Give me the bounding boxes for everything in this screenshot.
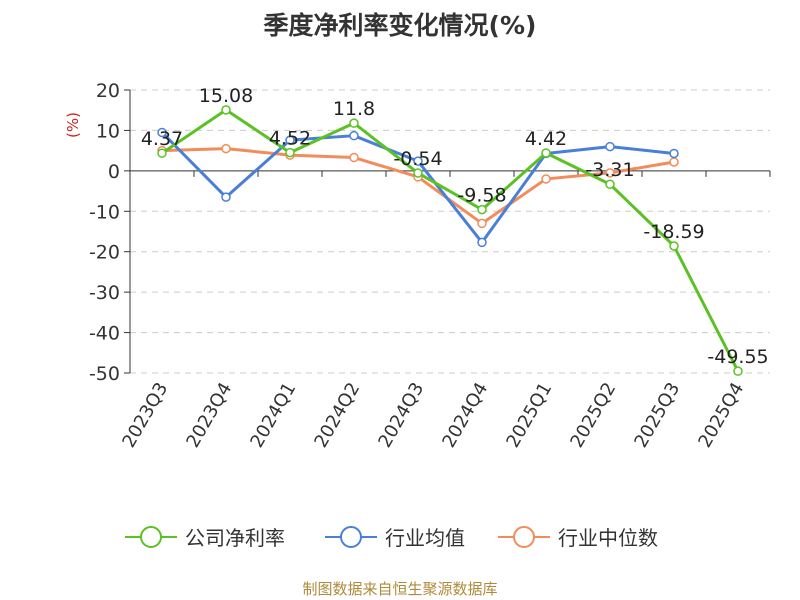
data-point: [733, 366, 743, 376]
data-point: [221, 143, 231, 154]
data-point: [221, 105, 231, 115]
data-point: [669, 157, 679, 167]
data-point: [541, 148, 551, 158]
legend-marker: [140, 526, 162, 548]
y-tick-label: -40: [89, 323, 120, 345]
y-tick-label: -30: [89, 282, 120, 304]
data-point: [477, 237, 487, 248]
y-tick-label: 10: [96, 120, 120, 142]
data-point: [605, 141, 615, 152]
data-label: -49.55: [707, 346, 768, 368]
data-point: [285, 147, 295, 158]
y-tick-label: 20: [96, 80, 120, 102]
data-point: [477, 218, 487, 229]
x-tick-label: 2025Q4: [694, 379, 748, 451]
data-point: [413, 168, 423, 178]
x-tick-label: 2024Q1: [246, 379, 300, 451]
data-label: -0.54: [393, 148, 442, 170]
legend-label: 行业均值: [385, 526, 465, 550]
data-label: 4.42: [525, 128, 567, 150]
data-point: [157, 148, 167, 158]
data-label: 11.8: [333, 98, 375, 120]
x-tick-label: 2024Q3: [374, 379, 428, 451]
legend-label: 行业中位数: [558, 526, 658, 550]
data-point: [157, 127, 167, 138]
data-source-note: 制图数据来自恒生聚源数据库: [302, 580, 498, 598]
data-label: 4.37: [141, 128, 183, 150]
data-label: 15.08: [199, 85, 253, 107]
y-unit-label: (%): [64, 112, 82, 138]
y-tick-label: -20: [89, 242, 120, 264]
legend-marker: [340, 526, 362, 548]
data-point: [605, 179, 615, 189]
data-point: [349, 152, 359, 163]
data-label: -3.31: [585, 159, 634, 181]
y-tick-label: -50: [89, 363, 120, 385]
data-label: -9.58: [457, 185, 506, 207]
x-tick-label: 2024Q4: [438, 379, 492, 451]
legend-marker: [513, 526, 535, 548]
data-point: [285, 135, 295, 145]
data-point: [605, 168, 615, 178]
data-point: [477, 204, 487, 215]
data-point: [349, 118, 359, 128]
x-tick-label: 2025Q3: [630, 379, 684, 451]
y-tick-label: -10: [89, 201, 120, 223]
data-point: [221, 192, 231, 202]
x-tick-label: 2023Q4: [182, 379, 236, 451]
x-tick-label: 2024Q2: [310, 379, 364, 451]
x-tick-label: 2025Q2: [566, 379, 620, 451]
chart-title: 季度净利率变化情况(%): [263, 11, 537, 40]
x-tick-label: 2023Q3: [118, 379, 172, 451]
data-point: [669, 148, 679, 159]
data-point: [413, 156, 423, 166]
y-tick-label: 0: [108, 161, 120, 183]
data-point: [541, 174, 551, 184]
data-label: -18.59: [643, 221, 704, 243]
legend-label: 公司净利率: [185, 526, 285, 550]
x-tick-label: 2025Q1: [502, 379, 556, 451]
data-label: 4.52: [269, 128, 311, 150]
data-point: [669, 241, 679, 251]
data-point: [349, 130, 359, 141]
series-line: [161, 108, 740, 372]
